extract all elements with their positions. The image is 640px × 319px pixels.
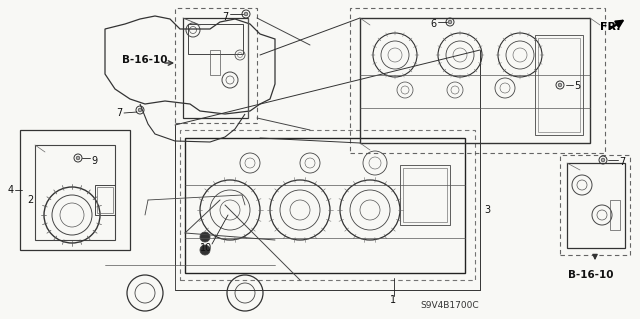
Bar (35, 145, 115, 240)
Text: 7: 7 (116, 108, 122, 118)
Text: 1: 1 (390, 295, 396, 305)
Bar (180, 130, 475, 280)
Bar (400, 165, 450, 225)
Text: S9V4B1700C: S9V4B1700C (420, 300, 479, 309)
Circle shape (601, 158, 605, 162)
Bar (185, 138, 465, 273)
Bar (188, 24, 243, 54)
Text: 2: 2 (27, 195, 33, 205)
Bar (175, 8, 257, 123)
Bar (20, 130, 130, 250)
Circle shape (558, 83, 562, 87)
Circle shape (200, 232, 210, 242)
Bar (610, 200, 620, 230)
Bar (567, 163, 625, 248)
Bar (538, 38, 580, 132)
Text: 9: 9 (91, 156, 97, 166)
Text: 7: 7 (619, 157, 625, 167)
Text: 10: 10 (200, 243, 212, 253)
Bar (403, 168, 447, 222)
Text: FR.: FR. (600, 22, 621, 32)
Bar (535, 35, 583, 135)
Bar (183, 18, 248, 118)
Text: 4: 4 (8, 185, 14, 195)
Circle shape (448, 20, 452, 24)
Circle shape (138, 108, 142, 112)
Circle shape (244, 12, 248, 16)
Circle shape (200, 245, 210, 255)
Circle shape (76, 156, 80, 160)
Bar (560, 155, 630, 255)
Text: 7: 7 (222, 12, 228, 22)
Text: B-16-10: B-16-10 (568, 270, 614, 280)
Text: 3: 3 (484, 205, 490, 215)
Text: B-16-10: B-16-10 (122, 55, 168, 65)
Bar (97, 187, 113, 213)
Text: 5: 5 (574, 81, 580, 91)
Bar (360, 18, 590, 143)
Bar (95, 185, 115, 215)
Bar (350, 8, 605, 153)
Text: 6: 6 (430, 19, 436, 29)
Bar (210, 50, 220, 75)
